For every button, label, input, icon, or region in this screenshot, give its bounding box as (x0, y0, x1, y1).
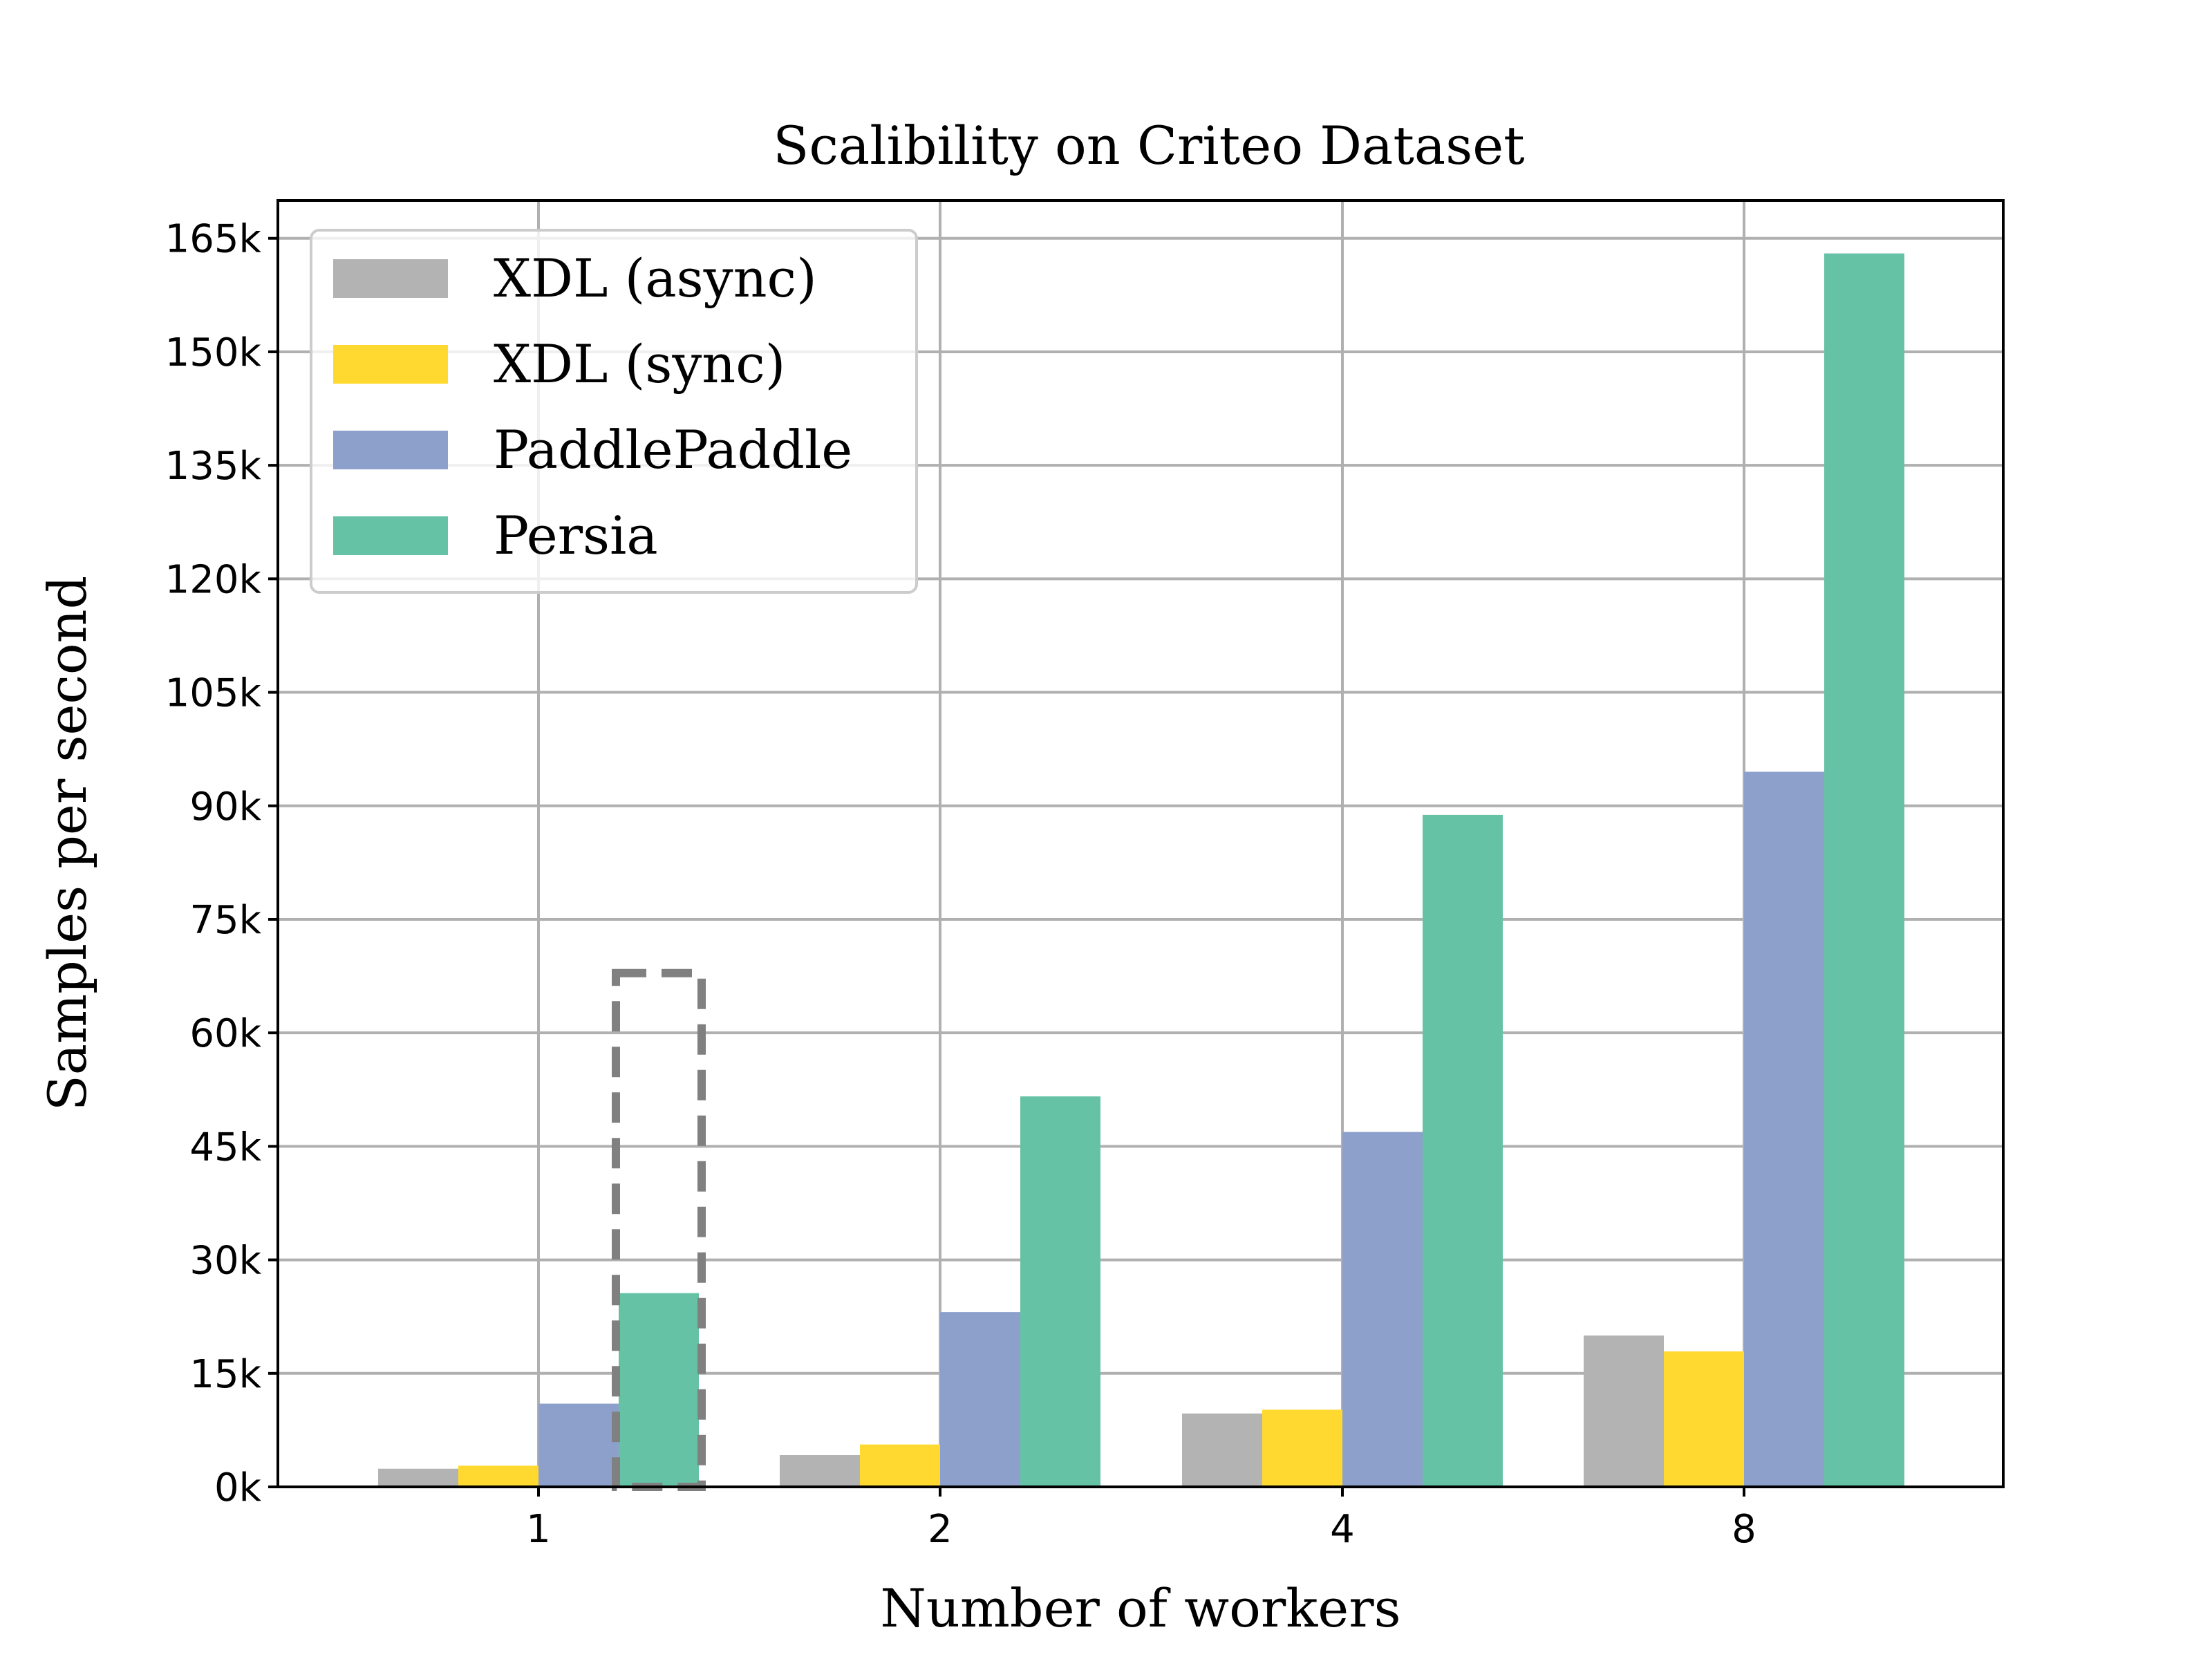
plot-frame (276, 199, 2005, 1488)
bar-xdl-sync (1262, 1409, 1342, 1487)
legend-swatch (333, 259, 448, 298)
y-tick-label: 120k (165, 557, 262, 602)
legend-label: XDL (async) (494, 247, 817, 309)
y-tick-label: 15k (189, 1352, 261, 1397)
y-axis-label: Samples per second (37, 576, 98, 1112)
bar-persia (1020, 1096, 1100, 1487)
bar-xdl-async (1182, 1413, 1262, 1487)
x-tick-label: 2 (928, 1507, 953, 1552)
y-tick-label: 105k (165, 671, 262, 716)
bar-persia (1824, 253, 1904, 1488)
x-axis-label: Number of workers (880, 1577, 1400, 1639)
legend-swatch (333, 345, 448, 384)
legend: XDL (async) XDL (sync) PaddlePaddle Persia (310, 229, 918, 594)
bar-paddlepaddle (940, 1312, 1020, 1487)
y-tick-label: 150k (165, 330, 262, 375)
x-tick-label: 4 (1330, 1507, 1355, 1552)
chart-title: Scalibility on Criteo Dataset (773, 115, 1524, 176)
bar-paddlepaddle (1342, 1132, 1423, 1487)
bar-xdl-sync (458, 1465, 538, 1487)
y-tick-label: 45k (189, 1125, 261, 1170)
legend-swatch (333, 516, 448, 555)
bar-persia (619, 1293, 699, 1487)
legend-label: PaddlePaddle (494, 419, 852, 480)
legend-box (310, 229, 918, 594)
y-tick-label: 135k (165, 444, 262, 489)
bar-xdl-async (1584, 1335, 1664, 1487)
legend-swatch (333, 431, 448, 469)
legend-label: XDL (sync) (494, 333, 785, 395)
bar-xdl-sync (860, 1444, 940, 1487)
y-tick-label: 0k (214, 1465, 262, 1510)
bar-paddlepaddle (1744, 771, 1824, 1487)
y-tick-label: 165k (165, 217, 262, 262)
bar-xdl-async (378, 1468, 458, 1487)
bars (378, 253, 1904, 1488)
y-tick-label: 90k (189, 785, 261, 830)
bar-paddlepaddle (538, 1403, 619, 1487)
legend-label: Persia (494, 505, 658, 566)
y-tick-label: 60k (189, 1011, 261, 1056)
x-tick-label: 8 (1732, 1507, 1756, 1552)
bar-persia (1423, 814, 1503, 1487)
bar-xdl-sync (1664, 1351, 1744, 1487)
bar-xdl-async (780, 1455, 860, 1487)
axis-ticks: 0k 15k 30k 45k 60k 75k 90k 105k 120k 135k 150k 165k… (165, 217, 1756, 1552)
x-tick-label: 1 (526, 1507, 551, 1552)
y-tick-label: 75k (189, 898, 261, 943)
y-tick-label: 30k (189, 1239, 261, 1284)
